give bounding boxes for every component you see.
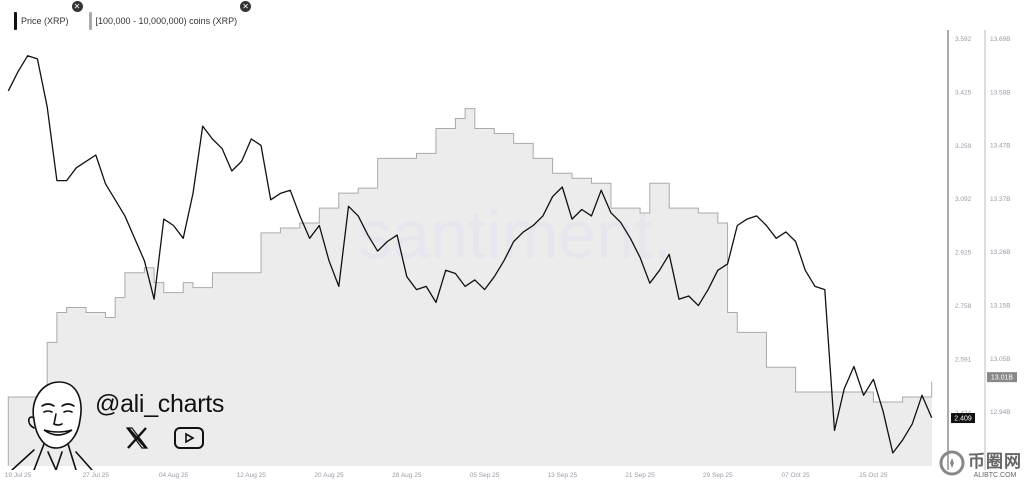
- date-axis-ticks: 19 Jul 25 27 Jul 25 04 Aug 25 12 Aug 25 20 A…: [5, 472, 888, 479]
- date-tick-label: 15 Oct 25: [859, 472, 888, 479]
- legend-item-coins[interactable]: [100,000 - 10,000,000) coins (XRP) ✕: [82, 1, 252, 34]
- current-coins-badge: [987, 372, 1017, 383]
- coins-axis-ticks: 13.69B 13.58B 13.47B 13.37B 13.26B 13.15B 13.0…: [990, 36, 1011, 416]
- current-coins-label: 13.01B: [991, 375, 1014, 382]
- price-tick-label: 2.591: [955, 356, 972, 363]
- coins-area-layer: [7, 108, 933, 467]
- price-tick-label: 3.425: [955, 89, 972, 96]
- coins-tick-label: 13.58B: [990, 89, 1011, 96]
- legend-item-price[interactable]: Price (XRP) ✕: [8, 1, 83, 34]
- date-tick-label: 04 Aug 25: [159, 472, 189, 479]
- price-tick-label: 2.758: [955, 303, 972, 310]
- date-tick-label: 28 Aug 25: [392, 472, 422, 479]
- price-line-layer: [7, 55, 933, 454]
- legend-color-price: [14, 12, 17, 30]
- site-logo-chinese: 币圈网: [968, 452, 1022, 471]
- price-tick-label: 2.925: [955, 250, 972, 257]
- coins-tick-label: 13.69B: [990, 36, 1011, 43]
- site-logo: 币圈网 ALIBTC.COM: [938, 447, 1022, 479]
- coins-tick-label: 13.37B: [990, 196, 1011, 203]
- date-tick-label: 19 Jul 25: [5, 472, 32, 479]
- legend-color-coins: [88, 12, 92, 30]
- youtube-icon[interactable]: [172, 424, 206, 452]
- date-tick-label: 21 Sep 25: [625, 472, 655, 479]
- price-series-line: [7, 55, 933, 454]
- legend-label: [100,000 - 10,000,000) coins (XRP): [95, 16, 238, 26]
- close-icon[interactable]: ✕: [240, 1, 252, 12]
- date-tick-label: 12 Aug 25: [237, 472, 267, 479]
- date-tick-label: 07 Oct 25: [782, 472, 811, 479]
- price-tick-label: 3.092: [955, 196, 972, 203]
- coins-tick-label: 13.15B: [990, 303, 1011, 310]
- santiment-watermark: santiment.: [358, 197, 672, 273]
- legend-label: Price (XRP): [21, 16, 69, 26]
- coins-area-fill: [8, 108, 932, 467]
- current-price-label: 2.409: [954, 416, 972, 423]
- site-logo-icon: [939, 450, 965, 476]
- coins-tick-label: 12.94B: [990, 409, 1011, 416]
- date-tick-label: 29 Sep 25: [703, 472, 733, 479]
- legend: Price (XRP) ✕ [100,000 - 10,000,000) coi…: [8, 1, 252, 34]
- coins-tick-label: 13.26B: [990, 249, 1011, 256]
- price-tick-label: 3.259: [955, 143, 972, 150]
- date-tick-label: 27 Jul 25: [83, 472, 110, 479]
- date-tick-label: 13 Sep 25: [547, 472, 577, 479]
- date-tick-label: 20 Aug 25: [314, 472, 344, 479]
- site-logo-domain: ALIBTC.COM: [973, 472, 1017, 479]
- avatar-illustration: [11, 381, 93, 470]
- coins-series-line: [7, 108, 933, 466]
- coins-tick-label: 13.47B: [990, 143, 1011, 150]
- current-price-badge: [951, 413, 975, 424]
- close-icon[interactable]: ✕: [71, 1, 83, 12]
- date-tick-label: 05 Sep 25: [470, 472, 500, 479]
- price-tick-label: 3.592: [955, 36, 972, 43]
- current-value-labels: 2.409 13.01B: [951, 372, 1017, 424]
- author-handle: @ali_charts: [95, 390, 225, 418]
- coins-tick-label: 13.05B: [990, 356, 1011, 363]
- x-logo-icon[interactable]: [122, 424, 152, 452]
